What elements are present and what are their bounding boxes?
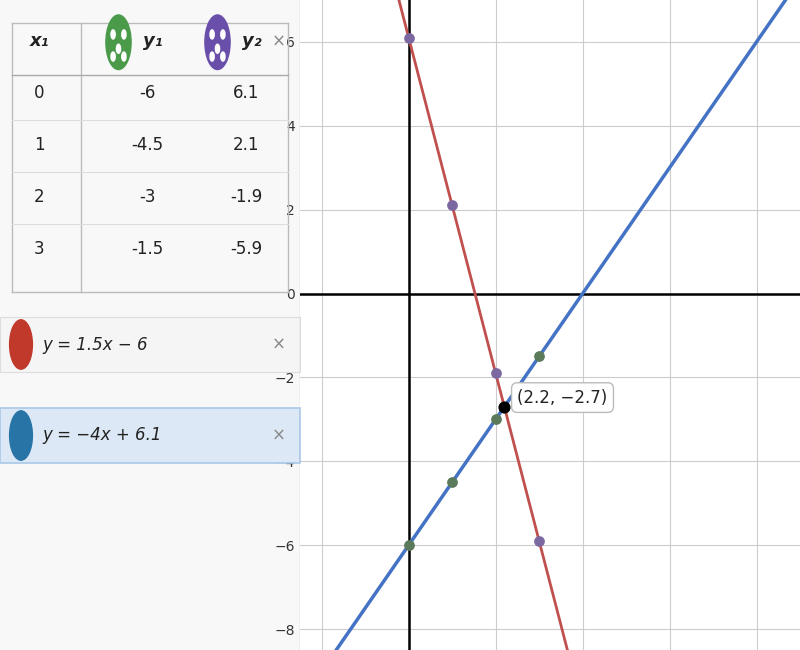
Text: y₁: y₁ [143, 32, 163, 51]
Point [402, 540, 415, 551]
Text: ×: × [272, 32, 286, 51]
Point [446, 200, 458, 211]
Circle shape [221, 52, 225, 61]
Circle shape [205, 15, 230, 70]
Circle shape [122, 52, 126, 61]
Text: y = 1.5x − 6: y = 1.5x − 6 [42, 335, 148, 354]
Text: y = −4x + 6.1: y = −4x + 6.1 [42, 426, 162, 445]
Text: y₂: y₂ [242, 32, 262, 51]
Point [490, 414, 502, 424]
FancyBboxPatch shape [0, 317, 300, 372]
Point [446, 477, 458, 488]
Circle shape [10, 411, 33, 460]
Text: -6: -6 [139, 84, 155, 103]
Circle shape [215, 44, 219, 53]
Circle shape [106, 15, 131, 70]
FancyBboxPatch shape [0, 408, 300, 463]
Text: 2.1: 2.1 [233, 136, 259, 155]
Circle shape [10, 320, 33, 369]
Text: ×: × [272, 335, 286, 354]
Point [533, 536, 546, 546]
Text: 6.1: 6.1 [233, 84, 259, 103]
Point [533, 351, 546, 361]
Circle shape [111, 30, 115, 39]
Point [498, 402, 510, 412]
Text: ×: × [272, 426, 286, 445]
Circle shape [111, 52, 115, 61]
Text: 1: 1 [34, 136, 44, 155]
Text: -1.9: -1.9 [230, 188, 262, 207]
Text: -3: -3 [138, 188, 155, 207]
Text: -5.9: -5.9 [230, 240, 262, 259]
Text: x₁: x₁ [30, 32, 49, 51]
Text: (2.2, −2.7): (2.2, −2.7) [518, 389, 608, 407]
Text: -1.5: -1.5 [131, 240, 163, 259]
Circle shape [117, 44, 121, 53]
Text: -4.5: -4.5 [131, 136, 163, 155]
Circle shape [210, 52, 214, 61]
Text: 0: 0 [34, 84, 44, 103]
Circle shape [221, 30, 225, 39]
Point [402, 32, 415, 43]
Circle shape [122, 30, 126, 39]
Circle shape [210, 30, 214, 39]
Text: 2: 2 [34, 188, 44, 207]
Point [490, 368, 502, 378]
Text: 3: 3 [34, 240, 44, 259]
